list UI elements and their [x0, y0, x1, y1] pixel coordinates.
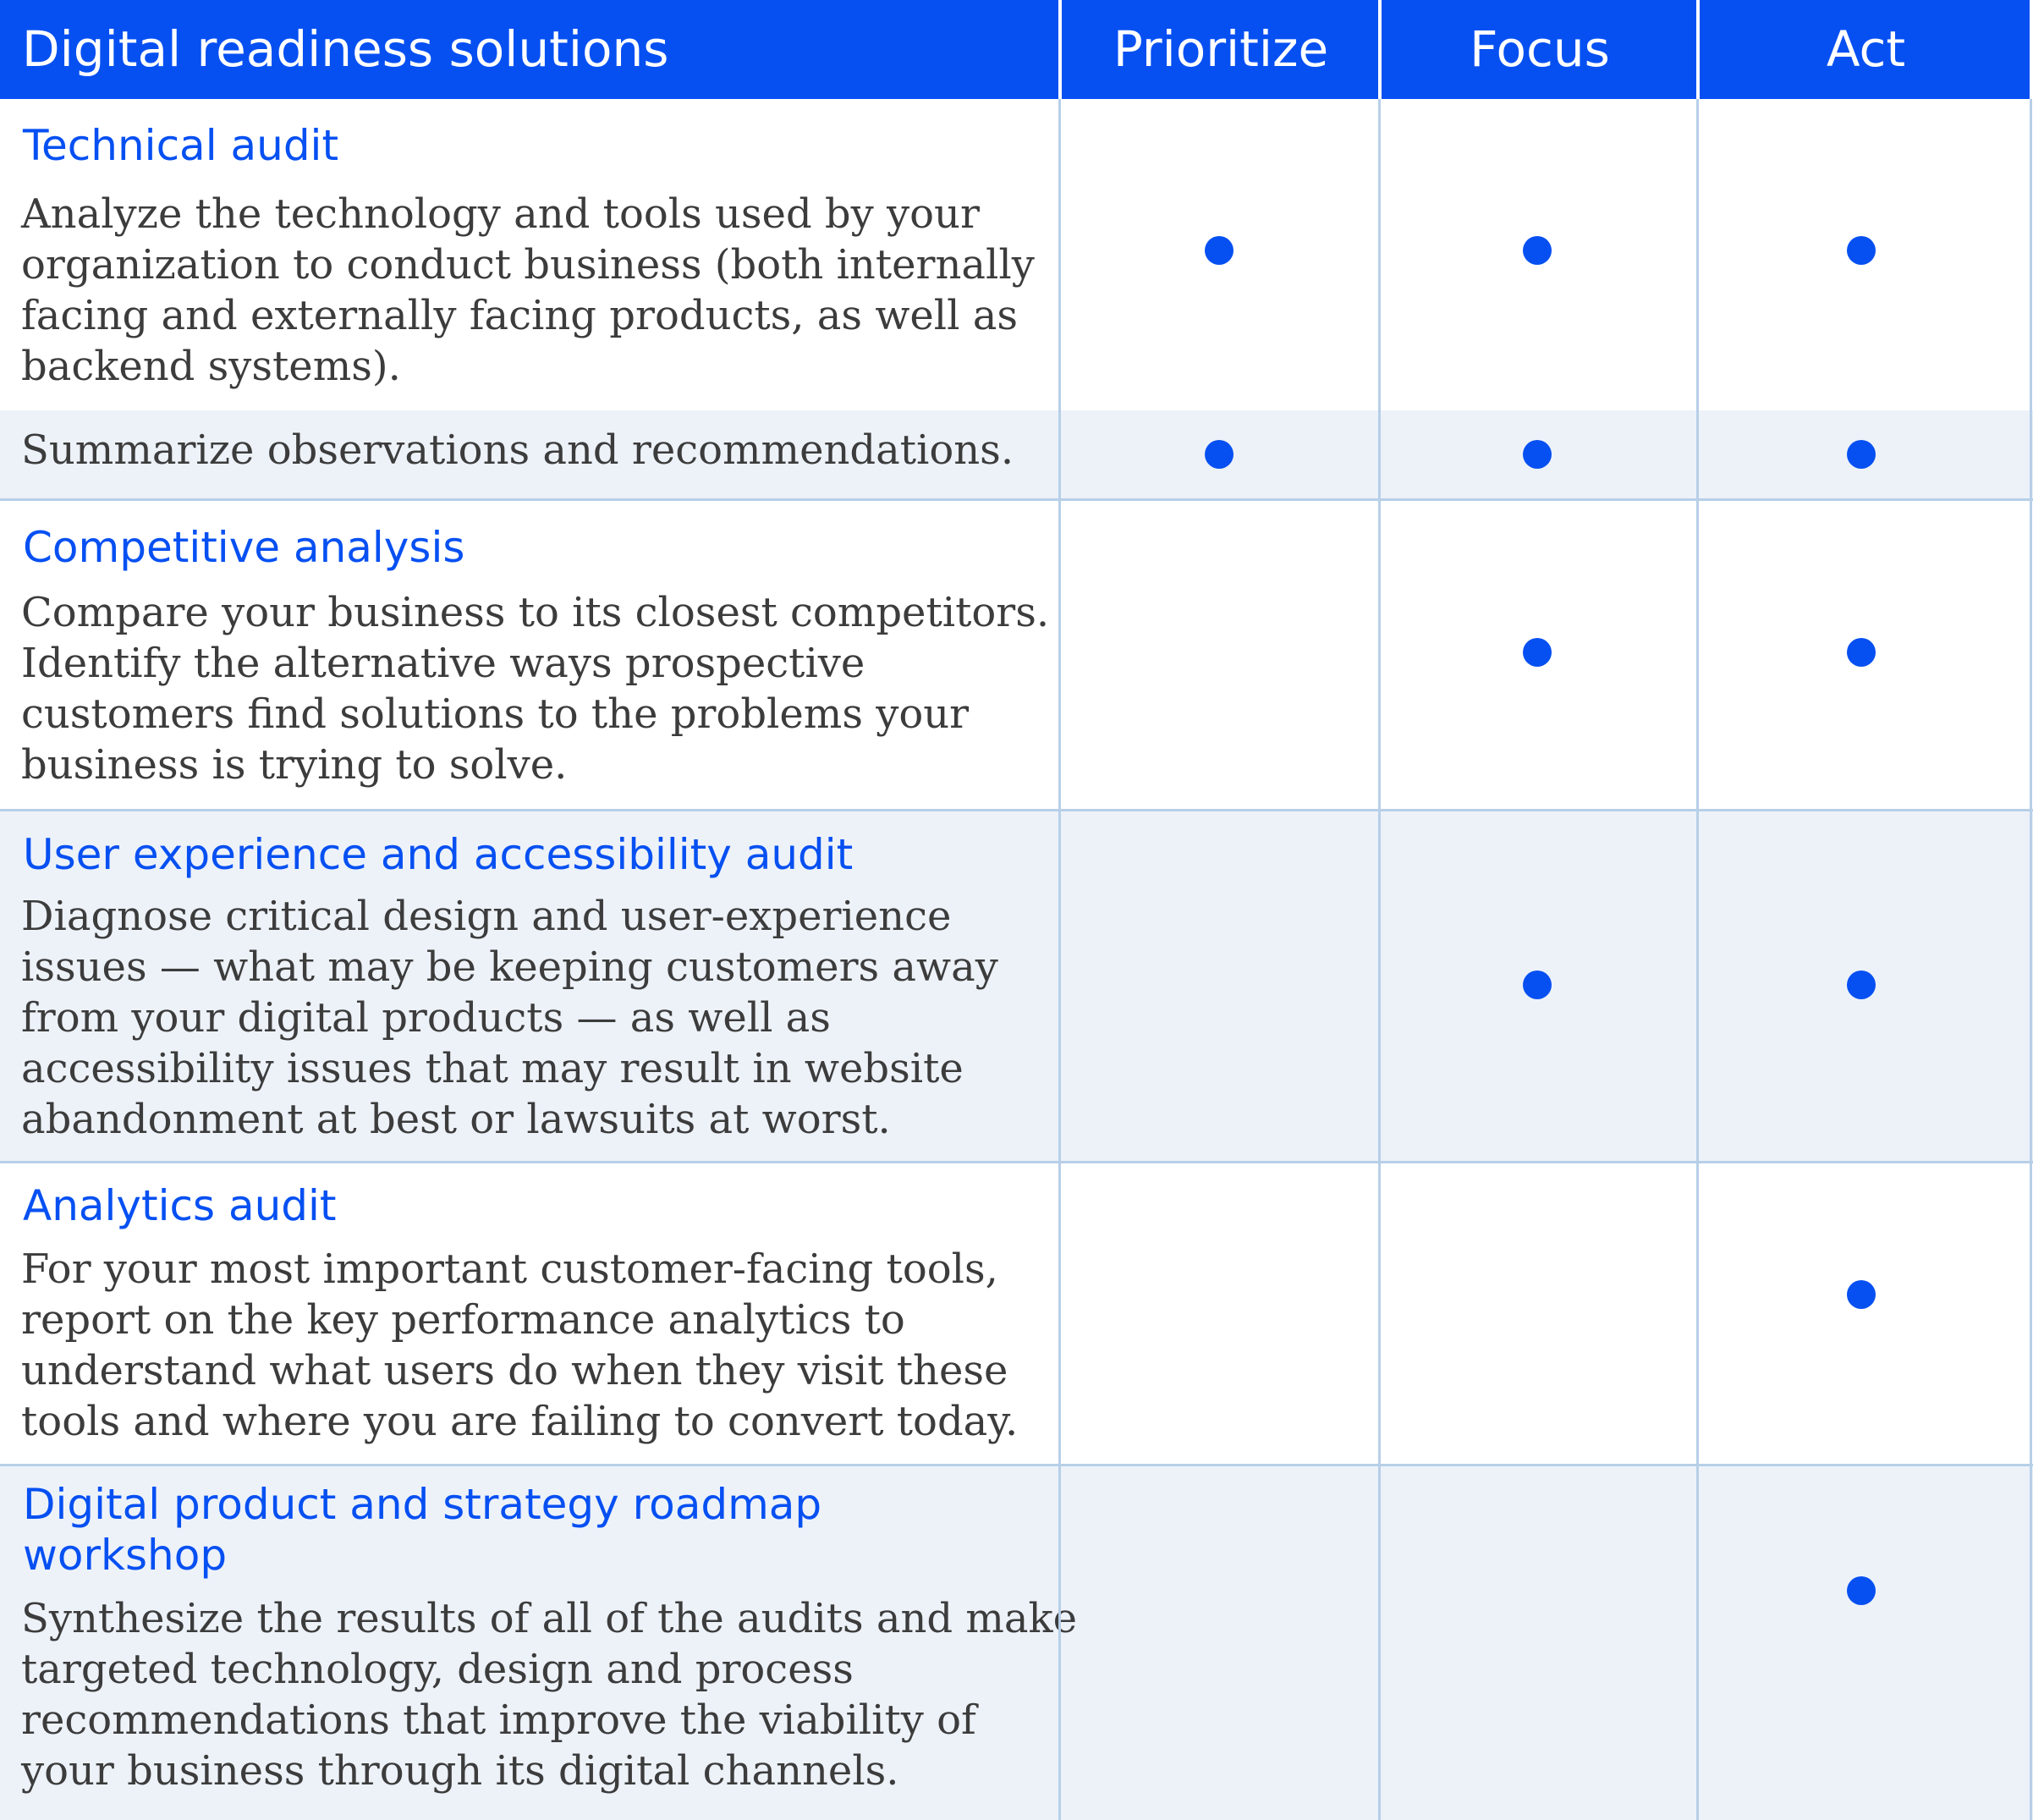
table-header: Digital readiness solutions Prioritize F…	[0, 0, 2033, 99]
column-header-focus: Focus	[1470, 20, 1610, 78]
table-row-background	[0, 811, 2033, 1162]
indicator-dot-focus	[1523, 970, 1552, 999]
table-row-background	[0, 1465, 2033, 1820]
row-description: For your most important customer-facing …	[21, 1245, 1019, 1445]
row-description: Summarize observations and recommendatio…	[21, 426, 1014, 474]
row-description: Compare your business to its closest com…	[21, 589, 1050, 789]
row-title: Analytics audit	[23, 1181, 337, 1230]
indicator-dot-act	[1847, 970, 1876, 999]
row-description: Synthesize the results of all of the aud…	[21, 1595, 1077, 1795]
column-divider	[1058, 99, 1061, 1820]
indicator-dot-prioritize	[1205, 236, 1234, 265]
row-title: User experience and accessibility audit	[23, 830, 854, 879]
column-header-act: Act	[1826, 20, 1906, 78]
table-row-background	[0, 410, 2033, 499]
column-divider	[2030, 99, 2032, 1820]
indicator-dot-focus	[1523, 236, 1552, 265]
indicator-dot-prioritize	[1205, 440, 1234, 469]
header-divider	[1378, 0, 1382, 99]
indicator-dot-act	[1847, 638, 1876, 667]
header-divider	[1696, 0, 1700, 99]
row-title: Competitive analysis	[23, 523, 465, 572]
row-description: Diagnose critical design and user-experi…	[21, 893, 998, 1143]
column-divider	[1696, 99, 1699, 1820]
indicator-dot-act	[1847, 1576, 1876, 1605]
column-divider	[1378, 99, 1381, 1820]
row-divider	[0, 498, 2033, 501]
indicator-dot-act	[1847, 236, 1876, 265]
row-divider	[0, 1464, 2033, 1466]
indicator-dot-focus	[1523, 440, 1552, 469]
header-divider	[1058, 0, 1062, 99]
indicator-dot-act	[1847, 1280, 1876, 1309]
row-title: Digital product and strategy roadmap wor…	[23, 1480, 822, 1580]
header-title: Digital readiness solutions	[22, 20, 669, 78]
row-description: Analyze the technology and tools used by…	[21, 190, 1035, 390]
column-header-prioritize: Prioritize	[1113, 20, 1329, 78]
row-divider	[0, 1161, 2033, 1163]
indicator-dot-act	[1847, 440, 1876, 469]
row-title: Technical audit	[23, 121, 339, 170]
indicator-dot-focus	[1523, 638, 1552, 667]
header-divider	[2030, 0, 2033, 99]
row-divider	[0, 809, 2033, 811]
